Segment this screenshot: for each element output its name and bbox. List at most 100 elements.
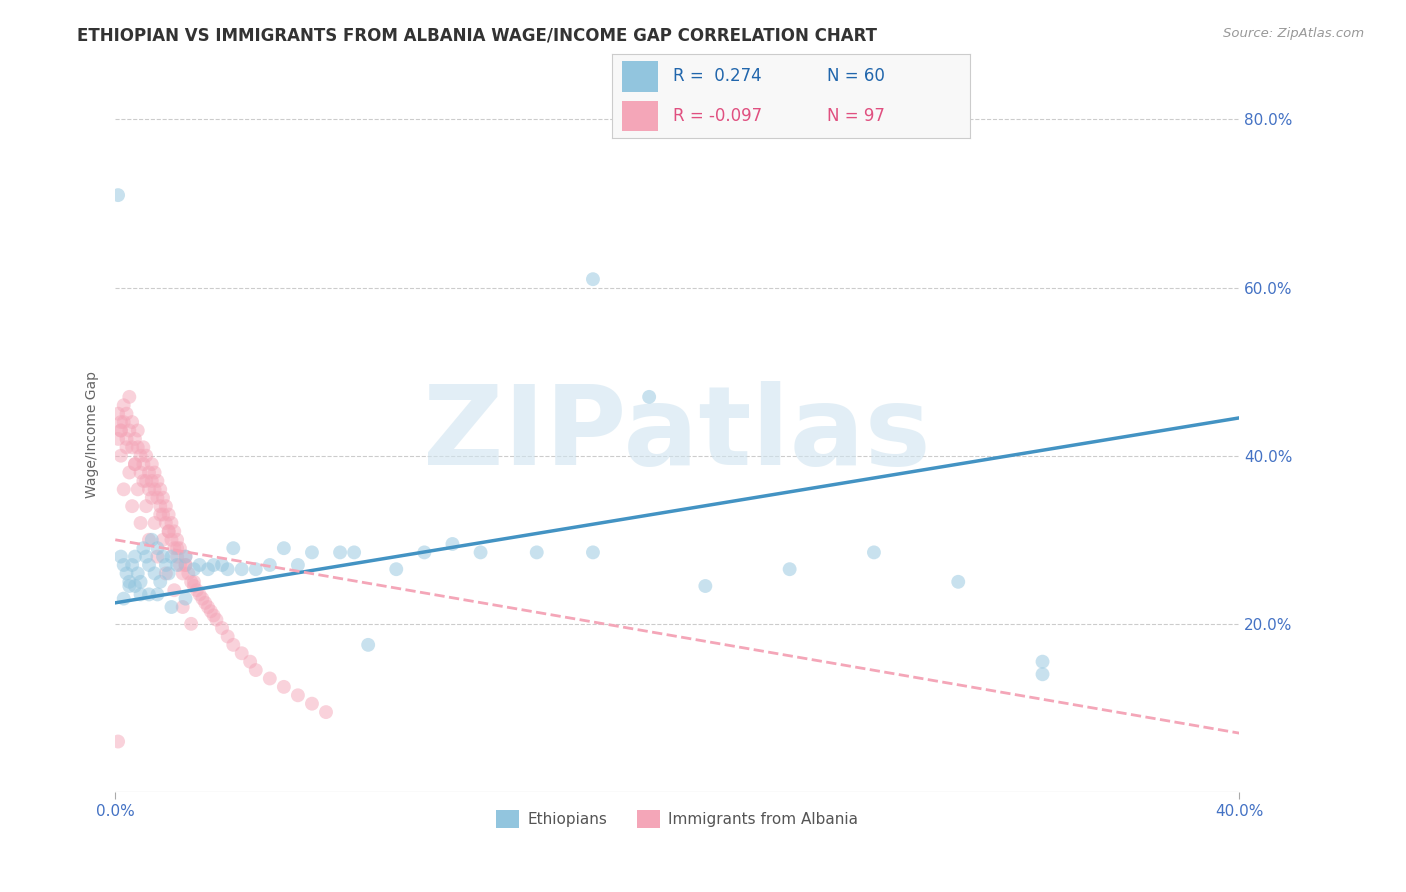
Point <box>112 483 135 497</box>
Point <box>166 558 188 572</box>
Point <box>1031 667 1053 681</box>
Point <box>149 483 172 497</box>
FancyBboxPatch shape <box>623 62 658 92</box>
Point <box>231 646 253 660</box>
Point <box>197 562 219 576</box>
Point <box>174 591 197 606</box>
Point <box>115 440 138 454</box>
Point <box>124 457 146 471</box>
Point <box>138 466 160 480</box>
Point <box>138 483 160 497</box>
Point <box>115 566 138 581</box>
Point <box>273 680 295 694</box>
Point <box>141 533 163 547</box>
Point <box>174 549 197 564</box>
Point <box>779 562 801 576</box>
Point <box>110 549 132 564</box>
Point <box>118 424 141 438</box>
Point <box>143 483 166 497</box>
Point <box>132 457 155 471</box>
Point <box>135 499 157 513</box>
Point <box>146 491 169 505</box>
Point <box>155 566 177 581</box>
Point <box>163 541 186 556</box>
Point <box>273 541 295 556</box>
Text: R = -0.097: R = -0.097 <box>672 107 762 125</box>
Point <box>166 533 188 547</box>
Point <box>141 474 163 488</box>
Point <box>188 558 211 572</box>
Point <box>121 415 143 429</box>
Point <box>259 558 281 572</box>
Point <box>160 516 183 530</box>
Point <box>149 499 172 513</box>
Point <box>149 574 172 589</box>
Point <box>157 524 180 539</box>
Point <box>239 655 262 669</box>
Text: N = 97: N = 97 <box>827 107 884 125</box>
Point <box>172 600 194 615</box>
Point <box>441 537 464 551</box>
Text: R =  0.274: R = 0.274 <box>672 68 761 86</box>
Point <box>152 533 174 547</box>
Point <box>211 558 233 572</box>
Point <box>115 407 138 421</box>
Point <box>112 591 135 606</box>
Point <box>135 474 157 488</box>
Point <box>149 508 172 522</box>
Point <box>194 596 217 610</box>
Point <box>180 616 202 631</box>
Point <box>155 516 177 530</box>
Point <box>124 549 146 564</box>
Point <box>211 621 233 635</box>
Point <box>146 587 169 601</box>
Point <box>110 415 132 429</box>
Point <box>107 734 129 748</box>
Point <box>110 449 132 463</box>
Point <box>127 483 149 497</box>
Point <box>124 457 146 471</box>
Point <box>222 541 245 556</box>
Point <box>143 466 166 480</box>
Point <box>141 491 163 505</box>
Point <box>245 663 267 677</box>
Point <box>152 491 174 505</box>
Point <box>202 558 225 572</box>
Point <box>157 508 180 522</box>
Point <box>135 549 157 564</box>
Point <box>582 545 605 559</box>
Point <box>217 630 239 644</box>
Point <box>129 516 152 530</box>
Point <box>863 545 886 559</box>
Point <box>301 697 323 711</box>
Point <box>177 566 200 581</box>
FancyBboxPatch shape <box>623 101 658 131</box>
Point <box>127 566 149 581</box>
Point <box>166 541 188 556</box>
Point <box>121 499 143 513</box>
Point <box>160 549 183 564</box>
Point <box>112 558 135 572</box>
Point <box>146 541 169 556</box>
Point <box>160 533 183 547</box>
Point <box>152 549 174 564</box>
Point <box>287 688 309 702</box>
Point <box>205 613 228 627</box>
Point <box>163 583 186 598</box>
Point <box>132 440 155 454</box>
Point <box>695 579 717 593</box>
Point <box>121 558 143 572</box>
Point <box>157 566 180 581</box>
Point <box>110 424 132 438</box>
Point <box>129 466 152 480</box>
Point <box>638 390 661 404</box>
Point <box>118 579 141 593</box>
Point <box>112 398 135 412</box>
Point <box>186 583 208 598</box>
Point <box>127 440 149 454</box>
Point <box>141 457 163 471</box>
Point <box>329 545 352 559</box>
Point <box>118 574 141 589</box>
Point <box>124 432 146 446</box>
Point <box>183 579 205 593</box>
